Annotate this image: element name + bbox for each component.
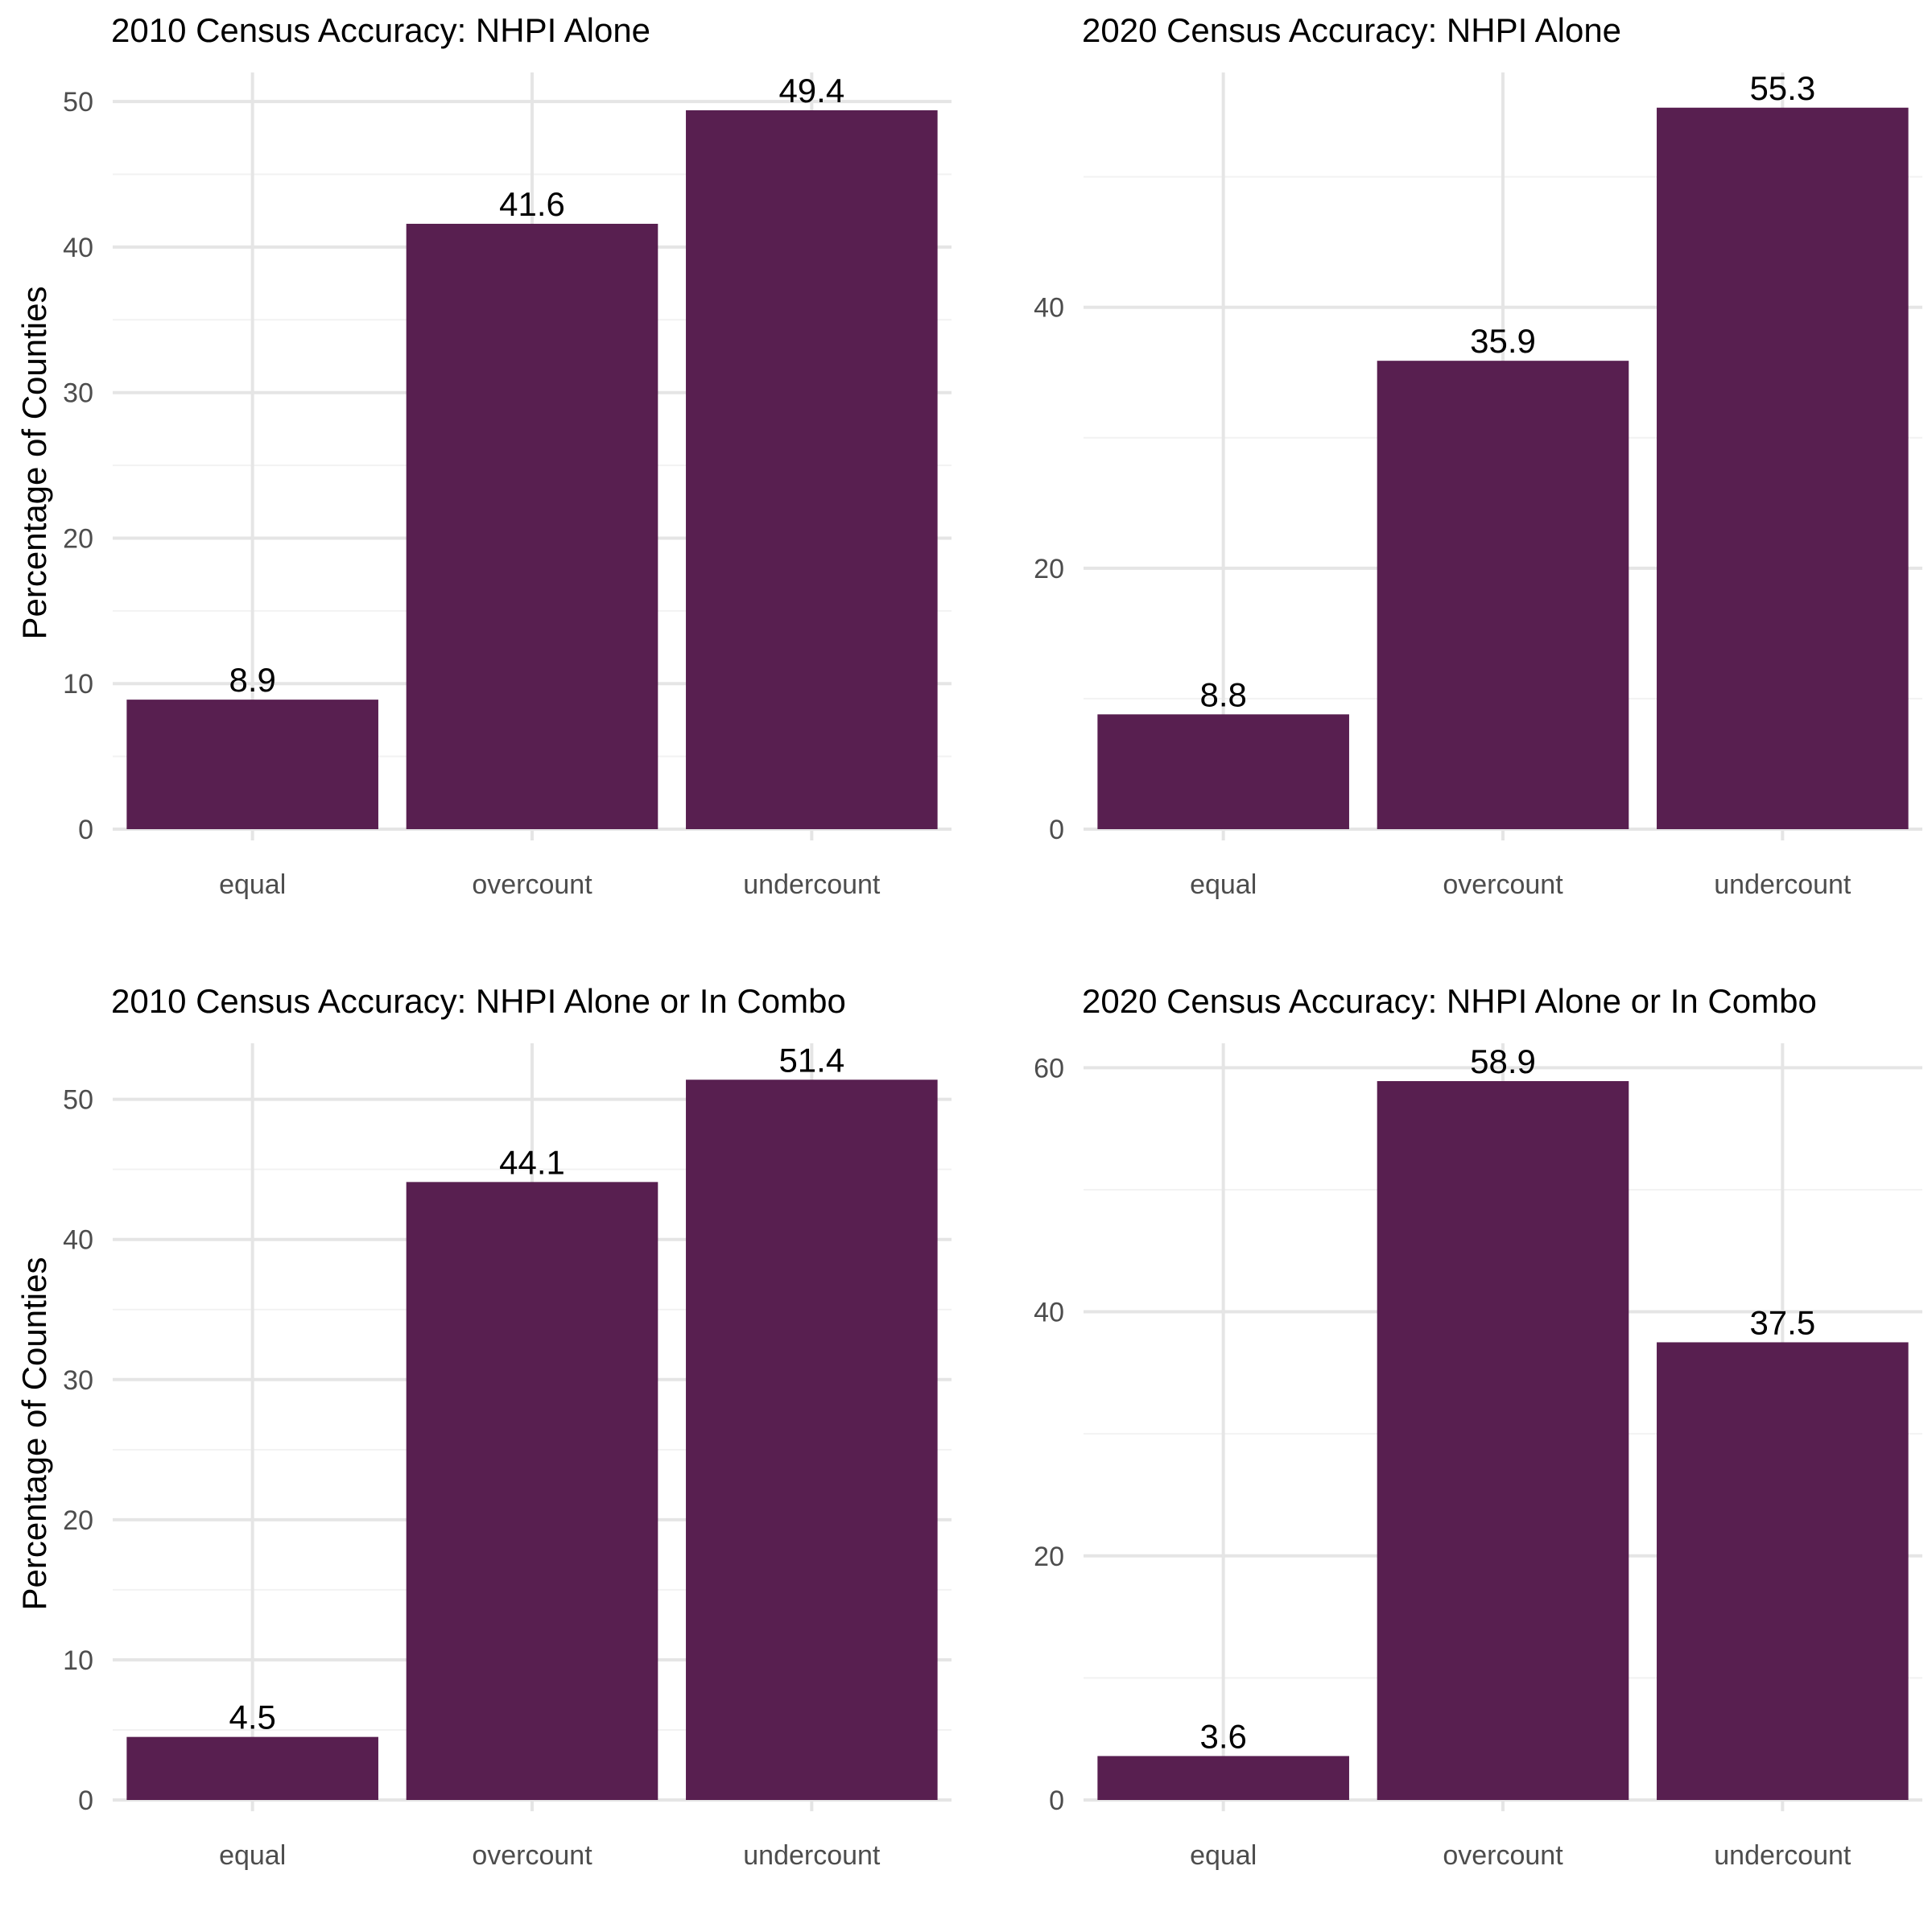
y-tick-label: 20 xyxy=(1034,1542,1064,1572)
y-axis-label: Percentage of Counties xyxy=(15,1257,53,1611)
data-label: 51.4 xyxy=(778,1041,844,1079)
y-tick-label: 40 xyxy=(1034,1298,1064,1328)
data-label: 8.9 xyxy=(229,661,275,699)
chart-panel-1: 8.9 41.6 49.4 0 10 20 30 40 50 equal overcount unde… xyxy=(15,11,952,900)
y-tick-label: 50 xyxy=(63,1085,93,1116)
x-tick-label: undercount xyxy=(743,869,881,900)
data-label: 35.9 xyxy=(1470,322,1536,360)
y-tick-label: 0 xyxy=(1049,1785,1064,1816)
bar-overcount xyxy=(1377,361,1629,829)
y-tick-label: 20 xyxy=(63,523,93,554)
x-tick-label: overcount xyxy=(1443,869,1563,900)
data-label: 55.3 xyxy=(1749,69,1815,107)
data-label: 49.4 xyxy=(778,72,844,109)
bar-overcount xyxy=(406,224,658,829)
bar-overcount xyxy=(1377,1081,1629,1800)
data-label: 3.6 xyxy=(1199,1717,1246,1755)
x-tick-label: equal xyxy=(219,869,286,900)
y-tick-label: 0 xyxy=(1049,815,1064,845)
x-tick-label: overcount xyxy=(472,869,592,900)
x-tick-label: overcount xyxy=(472,1840,592,1871)
chart-title: 2010 Census Accuracy: NHPI Alone or In C… xyxy=(111,982,846,1020)
data-label: 44.1 xyxy=(499,1143,565,1181)
x-tick-label: overcount xyxy=(1443,1840,1563,1871)
data-label: 8.8 xyxy=(1199,675,1246,713)
x-tick-label: equal xyxy=(1190,869,1257,900)
y-tick-label: 10 xyxy=(63,669,93,700)
y-tick-label: 30 xyxy=(63,1365,93,1396)
bar-equal xyxy=(126,1736,378,1800)
chart-panel-4: 3.6 58.9 37.5 0 20 40 60 equal overcount undercou… xyxy=(1034,982,1922,1871)
x-tick-label: equal xyxy=(219,1840,286,1871)
panels: 8.9 41.6 49.4 0 10 20 30 40 50 equal overcount unde… xyxy=(15,11,1922,1871)
chart-title: 2020 Census Accuracy: NHPI Alone or In C… xyxy=(1082,982,1817,1020)
y-tick-label: 40 xyxy=(63,1225,93,1256)
data-label: 4.5 xyxy=(229,1699,275,1736)
bar-undercount xyxy=(1657,107,1909,830)
y-tick-label: 0 xyxy=(78,815,93,845)
bar-equal xyxy=(1097,1756,1349,1800)
y-tick-label: 40 xyxy=(63,233,93,263)
chart-title: 2020 Census Accuracy: NHPI Alone xyxy=(1082,11,1621,49)
x-tick-label: undercount xyxy=(1714,1840,1852,1871)
y-tick-label: 60 xyxy=(1034,1053,1064,1084)
data-label: 58.9 xyxy=(1470,1042,1536,1080)
bar-undercount xyxy=(686,1080,938,1800)
bar-equal xyxy=(1097,714,1349,829)
x-tick-label: undercount xyxy=(1714,869,1852,900)
y-tick-label: 30 xyxy=(63,378,93,409)
x-tick-label: equal xyxy=(1190,1840,1257,1871)
bar-equal xyxy=(126,700,378,829)
y-axis-label: Percentage of Counties xyxy=(15,287,53,640)
bar-undercount xyxy=(1657,1342,1909,1800)
x-tick-label: undercount xyxy=(743,1840,881,1871)
chart-panel-3: 4.5 44.1 51.4 0 10 20 30 40 50 equal overcount unde… xyxy=(15,982,952,1871)
chart-panel-2: 8.8 35.9 55.3 0 20 40 equal overcount undercount… xyxy=(1034,11,1922,900)
data-label: 37.5 xyxy=(1749,1303,1815,1341)
y-tick-label: 20 xyxy=(63,1505,93,1536)
y-tick-label: 20 xyxy=(1034,554,1064,584)
data-label: 41.6 xyxy=(499,185,565,223)
chart-title: 2010 Census Accuracy: NHPI Alone xyxy=(111,11,650,49)
y-tick-label: 10 xyxy=(63,1645,93,1676)
y-tick-label: 0 xyxy=(78,1785,93,1816)
y-tick-label: 50 xyxy=(63,87,93,118)
y-tick-label: 40 xyxy=(1034,293,1064,324)
bar-undercount xyxy=(686,110,938,829)
bar-overcount xyxy=(406,1182,658,1800)
